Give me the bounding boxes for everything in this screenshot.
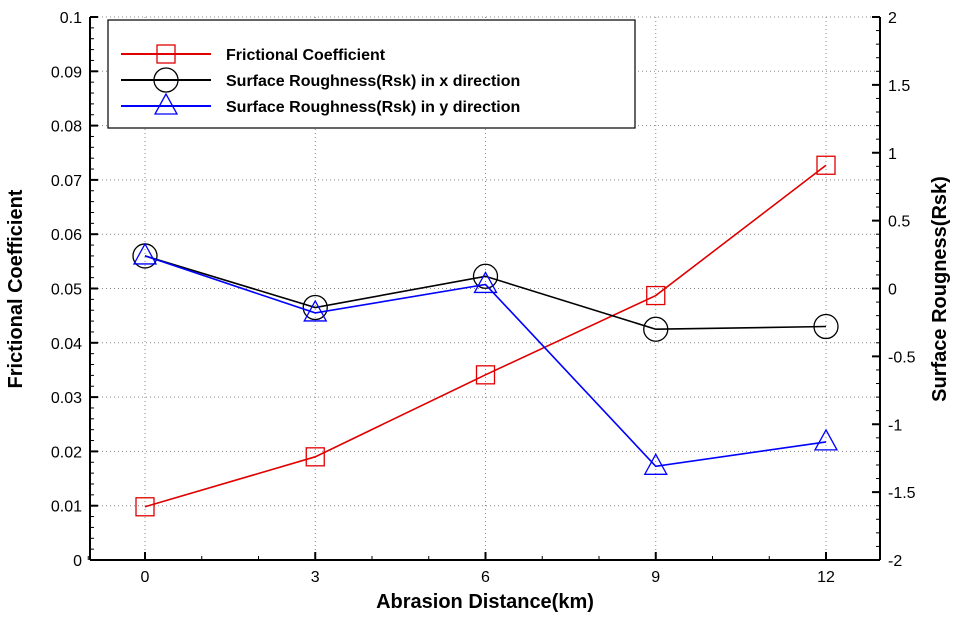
y-tick-label: 0.06	[51, 227, 82, 244]
series-line-2	[144, 255, 827, 468]
y2-tick-label: -2	[888, 553, 902, 570]
x-axis-label: Abrasion Distance(km)	[376, 591, 594, 613]
data-point	[473, 271, 498, 294]
y-tick-label: 0	[73, 553, 82, 570]
series-line-1	[144, 255, 827, 331]
data-point	[646, 285, 666, 306]
y-tick-label: 0.05	[51, 282, 82, 299]
y-tick-label: 0.04	[51, 336, 82, 353]
y-tick-label: 0.07	[51, 173, 82, 190]
y-tick-label: 0.08	[51, 119, 82, 136]
y2-tick-label: 1.5	[888, 78, 910, 95]
y-axis-label: Frictional Coefficient	[5, 189, 27, 388]
y2-tick-label: -1	[888, 417, 902, 434]
x-tick-label: 9	[651, 569, 660, 586]
data-point	[305, 447, 325, 467]
data-point	[135, 497, 155, 517]
y2-tick-label: -1.5	[888, 485, 916, 502]
y-tick-label: 0.03	[51, 390, 82, 407]
y2-tick-label: 0	[888, 282, 897, 299]
legend-marker	[153, 67, 179, 93]
y2-tick-label: 0.5	[888, 214, 910, 231]
data-point	[472, 263, 499, 289]
data-point	[643, 316, 669, 342]
axes: 0 3 6 9 1200.010.020.030.040.050.060.070.080…	[51, 10, 916, 586]
data-point	[813, 313, 839, 340]
legend-box	[107, 19, 636, 129]
y-tick-label: 0.02	[51, 444, 82, 461]
data-point	[303, 299, 328, 322]
grid	[90, 16, 880, 561]
x-tick-label: 0	[141, 569, 150, 586]
x-tick-label: 6	[481, 569, 490, 586]
legend-label: Surface Roughness(Rsk) in y direction	[226, 99, 520, 116]
data-point	[816, 155, 836, 175]
data-point	[643, 452, 668, 475]
data-point	[813, 428, 839, 451]
legend: Frictional Coefficient Surface Roughness(…	[107, 19, 636, 129]
y2-tick-label: 2	[888, 10, 897, 27]
data-point	[132, 242, 158, 265]
y-tick-label: 0.09	[51, 64, 82, 81]
y2-tick-label: -0.5	[888, 349, 916, 366]
series	[132, 155, 839, 517]
legend-marker	[156, 44, 176, 64]
legend-marker	[153, 92, 179, 115]
x-tick-label: 12	[817, 569, 835, 586]
legend-label: Surface Roughness(Rsk) in x direction	[226, 73, 520, 90]
y2-axis-label: Surface Rougness(Rsk)	[929, 176, 951, 402]
y2-tick-label: 1	[888, 146, 897, 163]
y-tick-label: 0.01	[51, 499, 82, 516]
data-point	[475, 365, 496, 385]
data-point	[302, 294, 328, 321]
y-tick-label: 0.1	[60, 10, 82, 27]
x-tick-label: 3	[311, 569, 320, 586]
series-line-0	[144, 164, 827, 508]
legend-label: Frictional Coefficient	[226, 47, 386, 64]
